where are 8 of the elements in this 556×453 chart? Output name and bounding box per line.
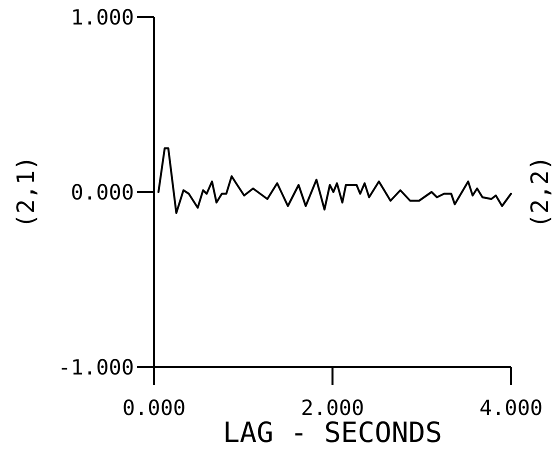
x-tick-label: 0.000 bbox=[122, 396, 186, 420]
line-series bbox=[157, 147, 512, 214]
y-tick-label: 0.000 bbox=[70, 180, 134, 204]
x-tick-label: 4.000 bbox=[479, 396, 543, 420]
text: (2,2) bbox=[526, 156, 554, 228]
y-tick-label: 1.000 bbox=[70, 5, 134, 30]
y-axis-title: (2,1) bbox=[12, 156, 40, 228]
y-tick-label: -1.000 bbox=[58, 355, 134, 380]
